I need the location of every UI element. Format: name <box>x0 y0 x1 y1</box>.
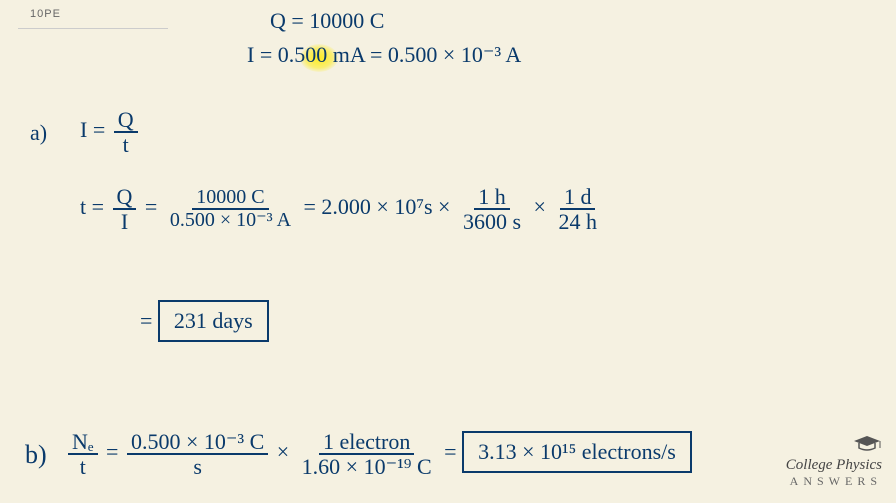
part-a-result: = 231 days <box>140 300 269 342</box>
b-f2-num: 1 electron <box>319 430 414 455</box>
eq2-f1-num: Q <box>113 185 137 210</box>
watermark-answers: ANSWERS <box>786 474 882 489</box>
eq2-f2-den: 0.500 × 10⁻³ A <box>166 210 295 231</box>
problem-label: 10PE <box>30 8 61 20</box>
eq2-f2-num: 10000 C <box>192 187 268 210</box>
result-box-a: 231 days <box>158 300 269 342</box>
eq1-num: Q <box>114 108 138 133</box>
b-times: × <box>277 439 289 464</box>
b-f2-den: 1.60 × 10⁻¹⁹ C <box>298 455 436 478</box>
eq-i-qt: I = Q t <box>80 108 141 156</box>
part-b-marker: b) <box>25 440 47 470</box>
result-box-b: 3.13 × 10¹⁵ electrons/s <box>462 431 692 473</box>
eq1-lhs: I = <box>80 117 105 142</box>
eq2-f4-den: 24 h <box>554 210 601 233</box>
given-i: I = 0.500 mA = 0.500 × 10⁻³ A <box>247 42 521 68</box>
eq2-rhs1: = 2.000 × 10⁷s × <box>304 194 451 219</box>
b-result-eq: = <box>444 439 456 464</box>
watermark-brand: College Physics <box>786 457 882 474</box>
eq2-f3-num: 1 h <box>474 185 510 210</box>
b-eq: = <box>106 439 118 464</box>
result-eq: = <box>140 308 152 333</box>
b-lhs-num: Nₑ <box>68 430 98 455</box>
eq-t-solve: t = Q I = 10000 C 0.500 × 10⁻³ A = 2.000… <box>80 185 604 233</box>
b-lhs-den: t <box>76 455 90 478</box>
b-f1-num: 0.500 × 10⁻³ C <box>127 430 268 455</box>
eq1-den: t <box>119 133 133 156</box>
part-b-eq: Nₑ t = 0.500 × 10⁻³ C s × 1 electron 1.6… <box>65 430 692 478</box>
header-underline <box>18 28 168 29</box>
eq2-f4-num: 1 d <box>560 185 596 210</box>
eq2-times: × <box>534 194 546 219</box>
watermark: College Physics ANSWERS <box>786 434 882 489</box>
b-f1-den: s <box>189 455 206 478</box>
eq2-eq1: = <box>145 194 157 219</box>
eq2-f1-den: I <box>117 210 132 233</box>
cap-icon <box>786 434 882 457</box>
eq2-lhs: t = <box>80 194 104 219</box>
given-q: Q = 10000 C <box>270 8 384 34</box>
eq2-f3-den: 3600 s <box>459 210 525 233</box>
part-a-marker: a) <box>30 120 47 146</box>
